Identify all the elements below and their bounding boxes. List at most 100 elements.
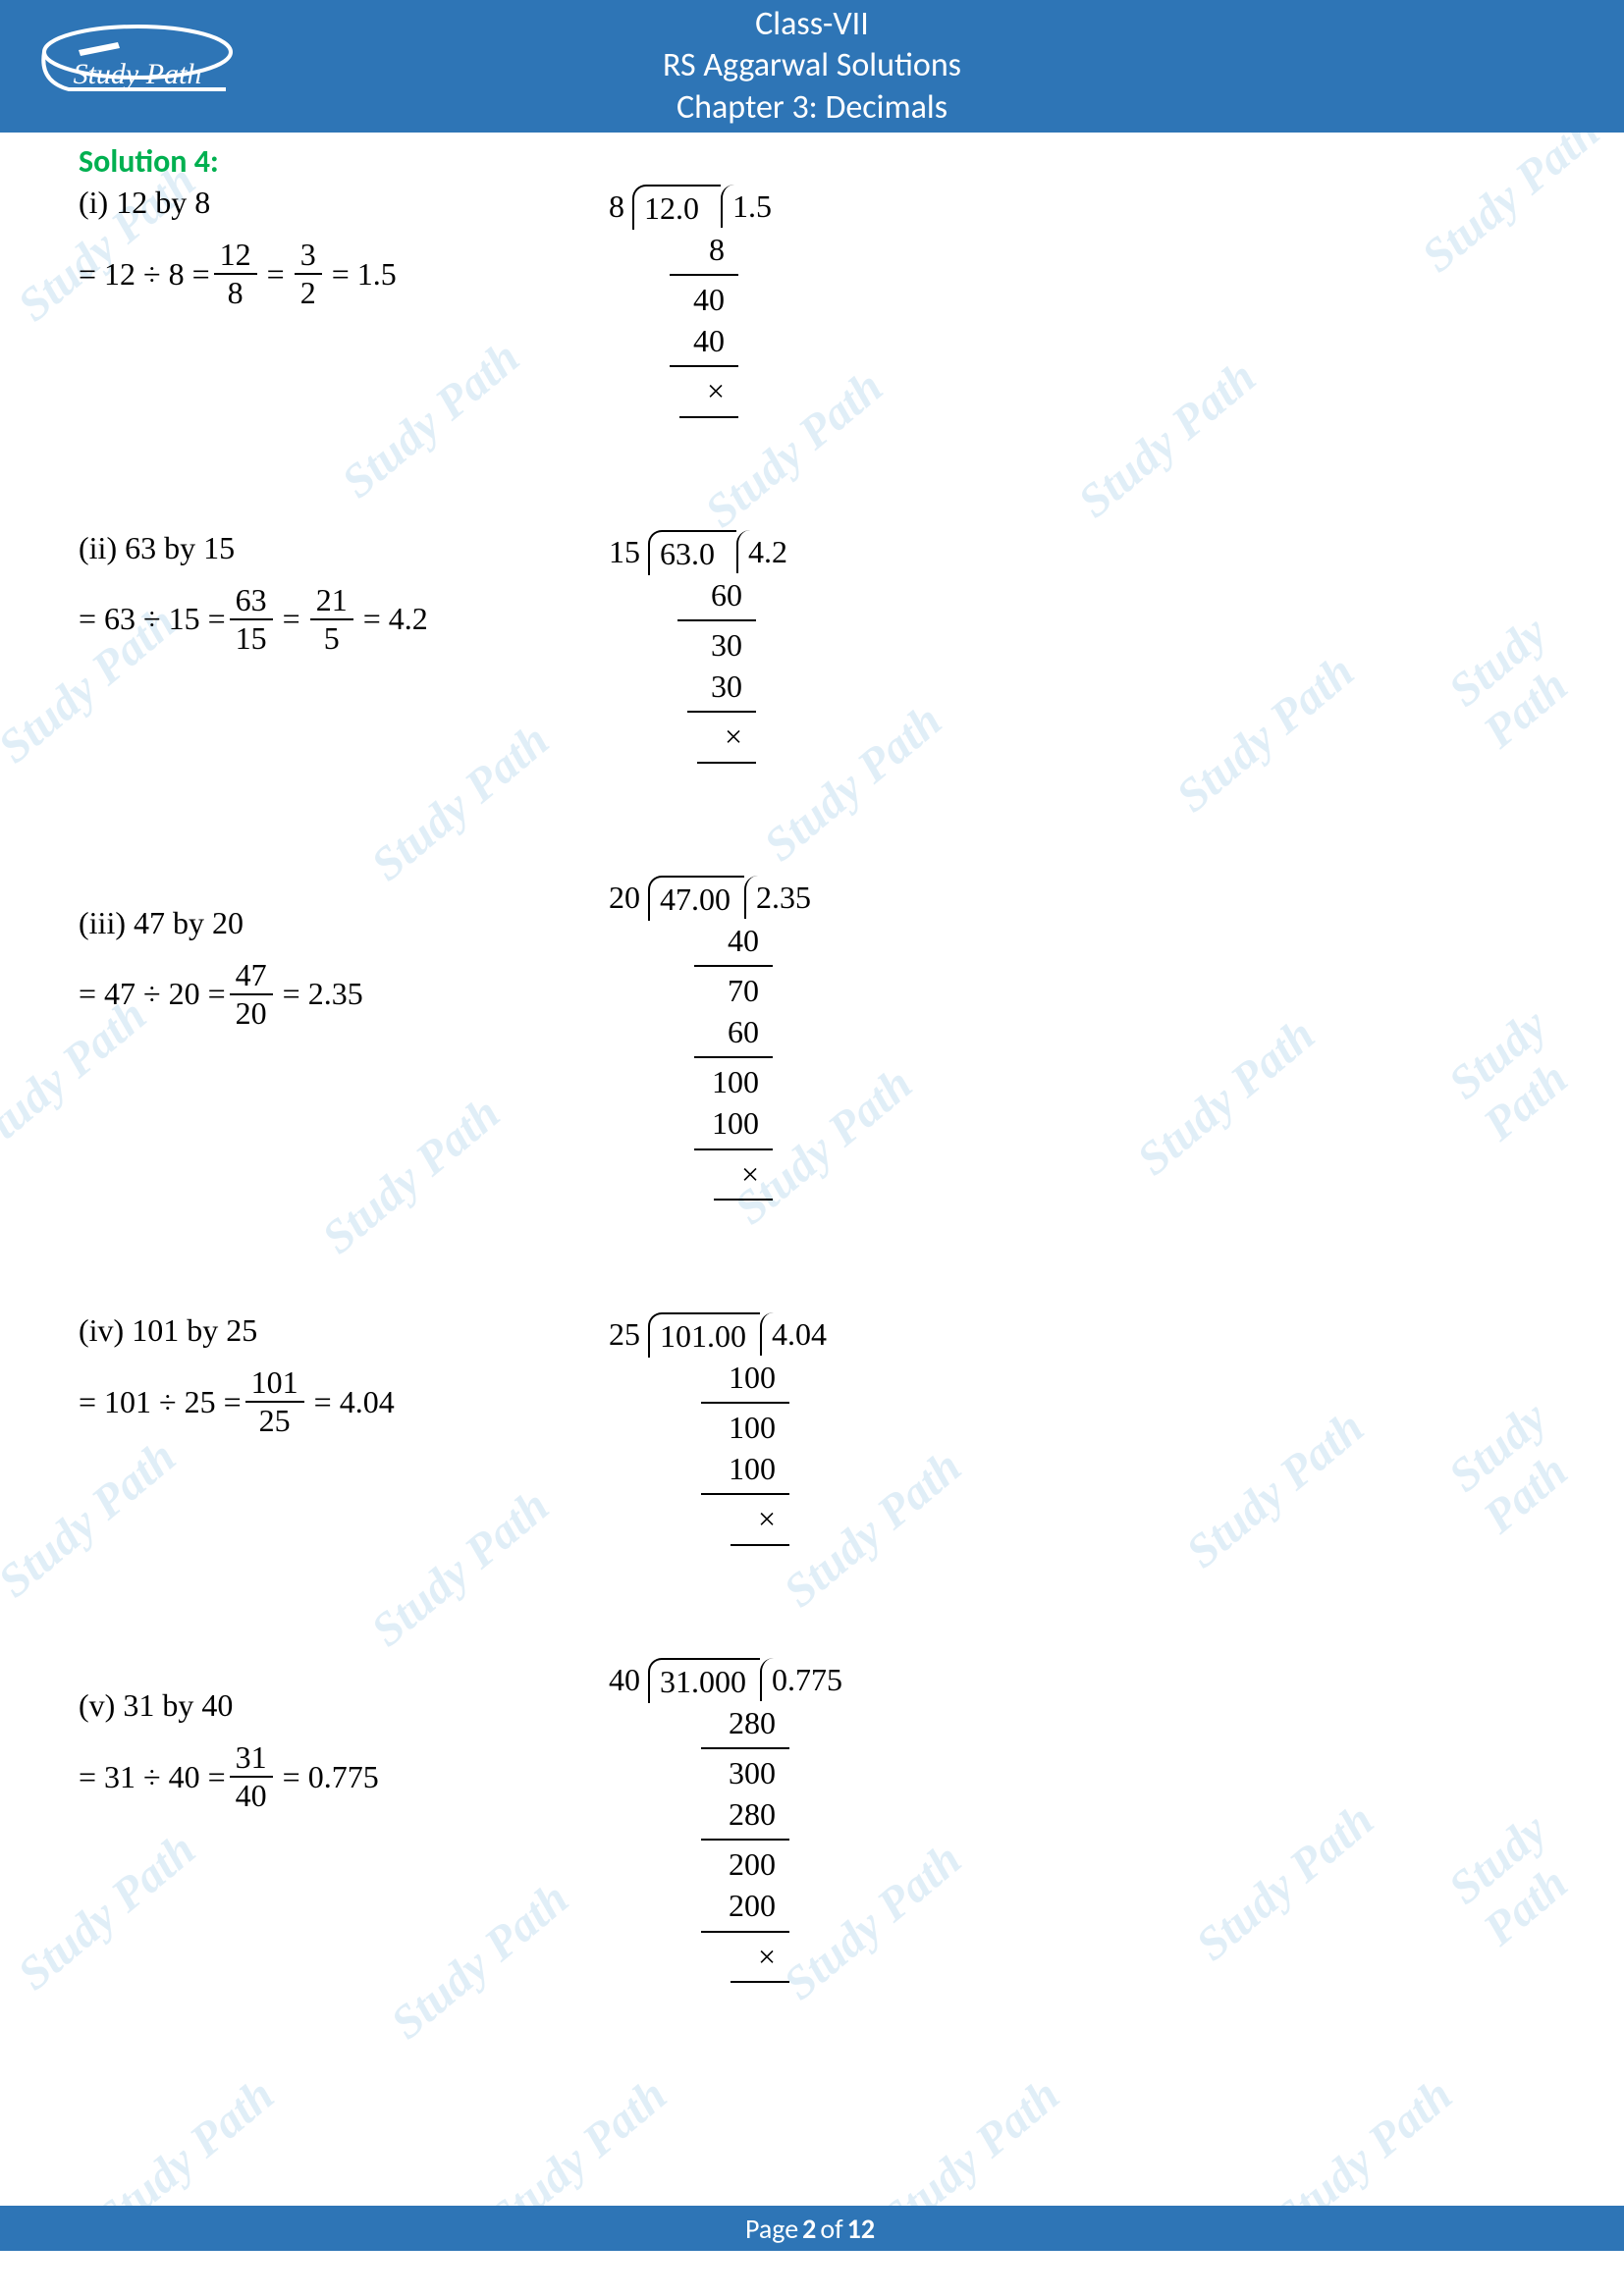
denominator: 20 [230,995,273,1032]
brand-text: Study Path [74,58,202,90]
ld-step: 100 [660,1408,789,1449]
problem-left: (iv) 101 by 25= 101 ÷ 25 =10125 = 4.04 [79,1312,550,1439]
ld-dividend: 12.0 [632,185,721,230]
ld-step: 8 [642,230,738,271]
ld-step: 100 [660,1062,773,1103]
problem-block: (iii) 47 by 20= 47 ÷ 20 =4720 = 2.352047… [79,876,1545,1204]
footer-current: 2 [802,2212,816,2246]
ld-step: 60 [660,575,756,616]
header-titles: Class-VII RS Aggarwal Solutions Chapter … [663,4,961,130]
eq-prefix: = 47 ÷ 20 = [79,976,226,1012]
problem-left: (iii) 47 by 20= 47 ÷ 20 =4720 = 2.35 [79,876,550,1032]
problem-label: (ii) 63 by 15 [79,530,550,566]
ld-dividend: 101.00 [648,1312,760,1358]
numerator: 12 [214,237,257,275]
eq-suffix: = 4.2 [363,601,428,637]
content: Solution 4: (i) 12 by 8= 12 ÷ 8 =128 = 3… [0,133,1624,1987]
ld-line [670,365,738,367]
eq-prefix: = 63 ÷ 15 = [79,601,226,637]
ld-step: 40 [642,280,738,321]
ld-line [701,1839,789,1841]
header-line2: RS Aggarwal Solutions [663,45,961,87]
ld-dividend: 31.000 [648,1658,760,1703]
long-division: 812.01.584040× [609,185,772,422]
long-division: 25101.004.04100100100× [609,1312,827,1550]
footer-prefix: Page [745,2212,798,2246]
ld-quotient: 0.775 [760,1658,842,1701]
ld-step: × [660,1937,789,1978]
fraction: 10125 [245,1364,304,1439]
ld-divisor: 25 [609,1312,648,1356]
denominator: 40 [230,1778,273,1814]
ld-divisor: 8 [609,185,632,228]
ld-line [701,1931,789,1933]
ld-step: × [660,1154,773,1196]
long-division: 2047.002.35407060100100× [609,876,811,1204]
eq-prefix: = 12 ÷ 8 = [79,256,210,293]
footer-bar: Page 2 of 12 [0,2206,1624,2251]
denominator: 8 [222,275,249,311]
ld-line [694,1148,773,1150]
eq-suffix: = 2.35 [283,976,363,1012]
numerator: 3 [295,237,322,275]
ld-dividend: 63.0 [648,530,736,575]
eq-suffix: = 1.5 [332,256,397,293]
ld-step: 60 [660,1012,773,1053]
ld-step: 100 [660,1449,789,1490]
ld-line [701,1493,789,1495]
ld-step: 100 [660,1103,773,1145]
problem-left: (ii) 63 by 15 = 63 ÷ 15 =6315 = 215 = 4.2 [79,530,550,657]
equation-line: = 31 ÷ 40 =3140 = 0.775 [79,1739,550,1814]
ld-divisor: 40 [609,1658,648,1701]
ld-quotient: 1.5 [721,185,772,228]
ld-step: 200 [660,1886,789,1927]
ld-line [694,965,773,967]
ld-step: 280 [660,1794,789,1836]
long-division: 1563.04.2603030× [609,530,787,768]
denominator: 25 [253,1403,297,1439]
ld-line [694,1056,773,1058]
fraction: 3140 [230,1739,273,1814]
ld-line [701,1402,789,1404]
denominator: 5 [318,620,346,657]
ld-divisor: 20 [609,876,648,919]
numerator: 47 [230,957,273,995]
problem-label: (i) 12 by 8 [79,185,550,221]
header-bar: Study Path Class-VII RS Aggarwal Solutio… [0,0,1624,133]
equation-line: = 12 ÷ 8 =128 = 32 = 1.5 [79,237,550,311]
ld-dividend: 47.00 [648,876,744,921]
ld-step: 70 [660,971,773,1012]
ld-divisor: 15 [609,530,648,573]
footer-total: 12 [847,2212,875,2246]
ld-step: 200 [660,1844,789,1886]
problem-block: (ii) 63 by 15 = 63 ÷ 15 =6315 = 215 = 4.2… [79,530,1545,768]
ld-quotient: 4.2 [736,530,787,573]
ld-step: × [642,371,738,412]
ld-quotient: 4.04 [760,1312,827,1356]
ld-line [687,711,756,713]
numerator: 31 [230,1739,273,1778]
denominator: 2 [295,275,322,311]
solution-title: Solution 4: [79,142,1545,181]
ld-step: 100 [660,1358,789,1399]
footer-mid: of [820,2212,842,2246]
fraction: 128 [214,237,257,311]
problem-block: (iv) 101 by 25= 101 ÷ 25 =10125 = 4.0425… [79,1312,1545,1550]
ld-quotient: 2.35 [744,876,811,919]
ld-step: 40 [642,321,738,362]
ld-line [679,416,738,418]
problem-left: (v) 31 by 40= 31 ÷ 40 =3140 = 0.775 [79,1658,550,1814]
problem-left: (i) 12 by 8= 12 ÷ 8 =128 = 32 = 1.5 [79,185,550,311]
ld-line [701,1747,789,1749]
equation-line: = 101 ÷ 25 =10125 = 4.04 [79,1364,550,1439]
equation-line: = 63 ÷ 15 =6315 = 215 = 4.2 [79,582,550,657]
logo: Study Path [29,18,265,116]
equation-line: = 47 ÷ 20 =4720 = 2.35 [79,957,550,1032]
header-line3: Chapter 3: Decimals [663,87,961,130]
denominator: 15 [230,620,273,657]
eq-prefix: = 31 ÷ 40 = [79,1759,226,1795]
eq-suffix: = 0.775 [283,1759,379,1795]
fraction: 32 [295,237,322,311]
problem-block: (v) 31 by 40= 31 ÷ 40 =3140 = 0.7754031.… [79,1658,1545,1987]
header-line1: Class-VII [663,4,961,46]
